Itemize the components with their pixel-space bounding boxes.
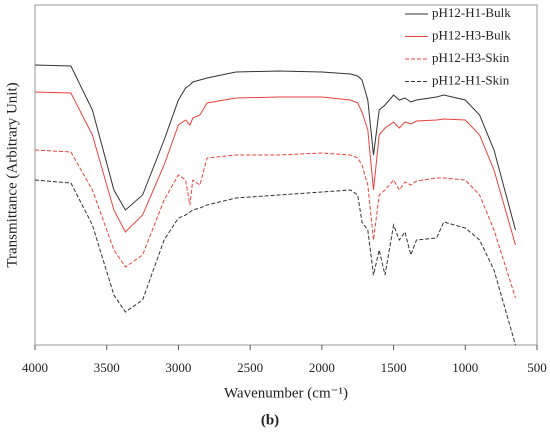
y-axis-title: Transmittance (Arbitrary Unit) [4,82,20,267]
x-tick-label: 3000 [165,360,191,375]
plot-frame [34,4,538,346]
legend-label: pH12-H1-Bulk [432,5,511,20]
x-tick-label: 1500 [381,360,407,375]
series-line [34,91,516,246]
x-tick-label: 500 [527,360,547,375]
x-tick-label: 4000 [22,360,48,375]
legend-label: pH12-H3-Bulk [432,27,511,42]
series-line [34,179,516,346]
x-tick-label: 2500 [237,360,263,375]
x-axis-title: Wavenumber (cm⁻¹) [224,385,348,401]
legend-label: pH12-H3-Skin [432,50,510,65]
legend-label: pH12-H1-Skin [432,72,510,87]
x-tick-label: 3500 [94,360,120,375]
caption: (b) [261,412,279,428]
x-tick-label: 2000 [309,360,335,375]
series-line [34,149,516,299]
series-line [34,64,516,231]
x-tick-label: 1000 [452,360,478,375]
